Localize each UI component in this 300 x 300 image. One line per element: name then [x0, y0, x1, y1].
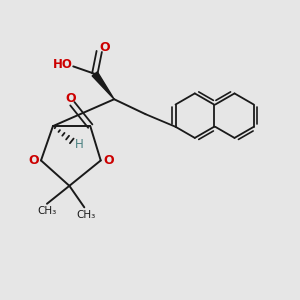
Text: O: O [66, 92, 76, 105]
Text: CH₃: CH₃ [38, 206, 57, 216]
Text: H: H [75, 138, 84, 152]
Polygon shape [92, 72, 114, 99]
Text: O: O [28, 154, 39, 167]
Text: O: O [103, 154, 113, 167]
Text: CH₃: CH₃ [76, 210, 95, 220]
Text: O: O [99, 41, 110, 54]
Text: HO: HO [53, 58, 73, 71]
